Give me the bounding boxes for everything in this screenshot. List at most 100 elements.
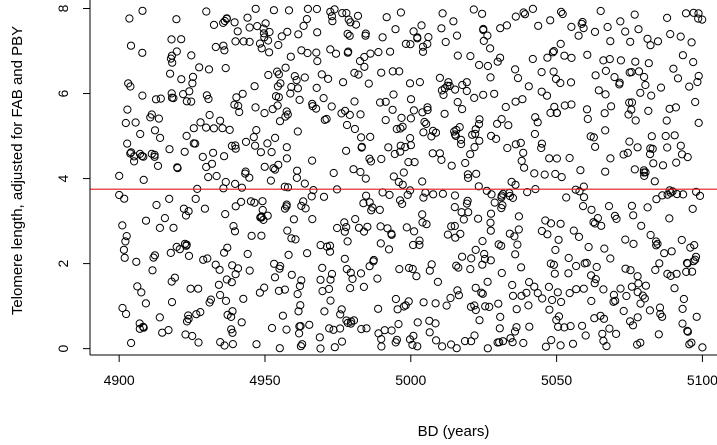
data-point (220, 16, 229, 26)
data-point (221, 64, 230, 73)
data-point (274, 93, 283, 102)
data-point (591, 142, 600, 151)
data-point (305, 320, 314, 329)
data-point (449, 17, 458, 26)
data-point (676, 141, 685, 150)
data-point (307, 192, 316, 201)
data-point (495, 324, 504, 333)
data-point (630, 10, 639, 19)
data-point (126, 41, 136, 50)
data-point (150, 150, 159, 159)
data-point (340, 218, 349, 227)
data-point (454, 263, 463, 272)
data-point (633, 340, 642, 349)
data-point (338, 9, 347, 18)
data-point (243, 249, 252, 259)
data-point (543, 53, 552, 62)
data-point (478, 260, 487, 269)
data-point (460, 337, 470, 346)
data-point (297, 276, 306, 285)
data-point (698, 15, 707, 24)
data-point (180, 147, 189, 156)
data-point (408, 340, 417, 349)
data-point (252, 340, 261, 349)
data-point (616, 56, 626, 65)
data-point (348, 274, 357, 283)
data-point (633, 288, 642, 297)
data-point (640, 294, 649, 303)
data-point (511, 250, 520, 259)
data-point (648, 144, 657, 153)
data-point (170, 273, 179, 282)
data-point (298, 340, 307, 349)
data-point (641, 281, 651, 290)
data-point (546, 219, 556, 228)
data-point (127, 148, 136, 157)
data-point (308, 99, 317, 109)
data-point (557, 7, 566, 16)
data-point (470, 93, 479, 103)
data-point (381, 116, 390, 125)
data-point (139, 322, 148, 331)
data-point (471, 283, 480, 292)
data-point (215, 265, 224, 274)
data-point (636, 299, 645, 308)
data-point (280, 204, 290, 213)
data-point (198, 152, 207, 161)
data-point (221, 296, 231, 305)
data-point (458, 105, 467, 114)
data-point (412, 272, 421, 281)
data-point (629, 211, 638, 220)
data-point (442, 301, 451, 310)
data-point (599, 314, 609, 323)
data-point (269, 6, 278, 15)
data-point (324, 74, 333, 84)
data-point (403, 190, 412, 199)
data-point (177, 75, 186, 84)
data-point (167, 35, 176, 44)
data-point (346, 268, 355, 277)
data-point (181, 211, 191, 220)
data-point (636, 88, 645, 97)
data-point (651, 265, 660, 275)
data-point (301, 204, 310, 213)
data-point (361, 29, 370, 38)
data-point (583, 114, 592, 124)
data-point (221, 177, 230, 187)
data-point (482, 186, 491, 195)
data-point (231, 202, 240, 211)
data-point (612, 214, 621, 223)
data-point (600, 244, 609, 253)
data-point (277, 32, 286, 41)
data-point (474, 214, 483, 223)
data-point (511, 12, 520, 21)
data-point (155, 223, 164, 232)
data-point (214, 280, 223, 289)
data-point (422, 220, 431, 229)
x-axis-title: BD (years) (418, 423, 490, 440)
data-point (339, 78, 348, 87)
data-point (579, 202, 588, 211)
data-point (652, 195, 661, 204)
data-point (184, 311, 193, 320)
data-point (418, 108, 427, 117)
data-point (165, 194, 174, 203)
data-point (643, 34, 652, 43)
data-point (346, 284, 355, 293)
data-point (459, 215, 468, 224)
data-point (493, 57, 502, 66)
data-point (475, 136, 484, 145)
data-point (601, 90, 610, 99)
data-point (543, 230, 552, 239)
data-point (549, 47, 559, 56)
data-point (265, 27, 274, 37)
data-point (670, 131, 679, 140)
data-point (418, 47, 428, 56)
data-point (546, 16, 555, 25)
data-point (453, 286, 462, 295)
data-point (462, 78, 471, 87)
data-point (135, 149, 145, 158)
data-point (519, 8, 528, 17)
data-point (605, 55, 614, 64)
data-point (295, 281, 304, 291)
